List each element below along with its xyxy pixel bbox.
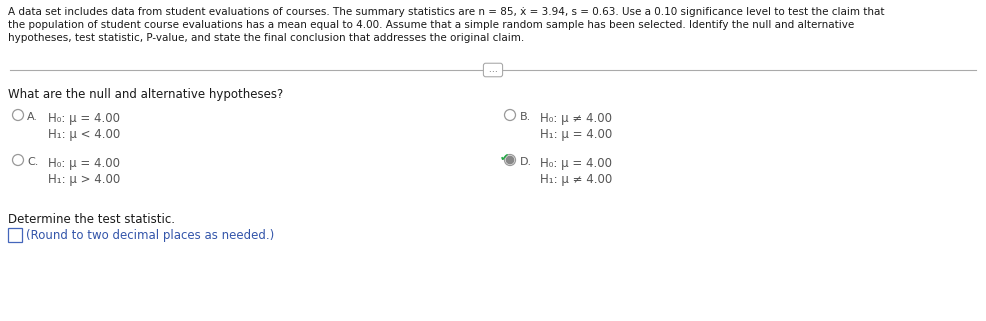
Text: ✔: ✔	[500, 153, 510, 163]
Text: …: …	[486, 65, 500, 74]
Text: H₁: μ > 4.00: H₁: μ > 4.00	[48, 173, 120, 186]
FancyBboxPatch shape	[8, 228, 22, 242]
Text: B.: B.	[520, 112, 531, 122]
Text: H₀: μ = 4.00: H₀: μ = 4.00	[48, 157, 120, 170]
Text: D.: D.	[520, 157, 532, 167]
Text: A.: A.	[27, 112, 38, 122]
Ellipse shape	[506, 156, 515, 164]
Text: H₀: μ = 4.00: H₀: μ = 4.00	[540, 157, 612, 170]
Text: H₁: μ < 4.00: H₁: μ < 4.00	[48, 128, 120, 141]
Text: H₁: μ ≠ 4.00: H₁: μ ≠ 4.00	[540, 173, 612, 186]
Text: A data set includes data from student evaluations of courses. The summary statis: A data set includes data from student ev…	[8, 7, 884, 17]
Text: H₀: μ ≠ 4.00: H₀: μ ≠ 4.00	[540, 112, 612, 125]
Text: the population of student course evaluations has a mean equal to 4.00. Assume th: the population of student course evaluat…	[8, 20, 854, 30]
Text: What are the null and alternative hypotheses?: What are the null and alternative hypoth…	[8, 88, 283, 101]
Text: (Round to two decimal places as needed.): (Round to two decimal places as needed.)	[26, 229, 274, 241]
Text: Determine the test statistic.: Determine the test statistic.	[8, 213, 175, 226]
Text: C.: C.	[27, 157, 38, 167]
Text: hypotheses, test statistic, P-value, and state the final conclusion that address: hypotheses, test statistic, P-value, and…	[8, 33, 525, 43]
Text: H₀: μ = 4.00: H₀: μ = 4.00	[48, 112, 120, 125]
Text: H₁: μ = 4.00: H₁: μ = 4.00	[540, 128, 612, 141]
